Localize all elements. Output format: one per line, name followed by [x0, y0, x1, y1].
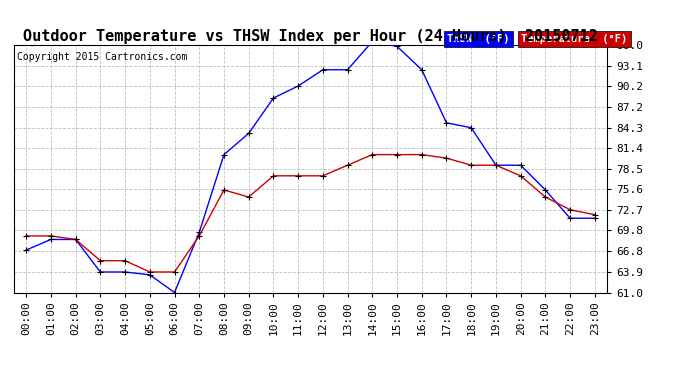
Title: Outdoor Temperature vs THSW Index per Hour (24 Hours)  20150712: Outdoor Temperature vs THSW Index per Ho…: [23, 29, 598, 44]
Text: Temperature  (°F): Temperature (°F): [521, 34, 627, 44]
Text: THSW  (°F): THSW (°F): [447, 34, 509, 44]
Text: Copyright 2015 Cartronics.com: Copyright 2015 Cartronics.com: [17, 53, 187, 62]
